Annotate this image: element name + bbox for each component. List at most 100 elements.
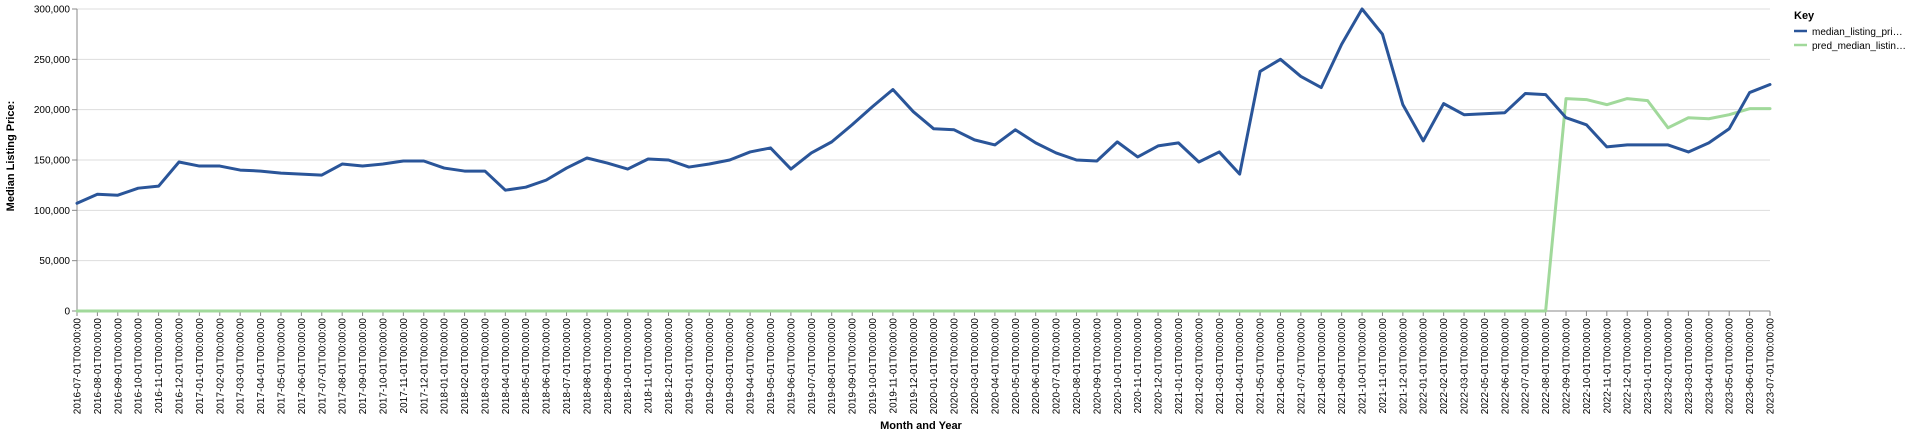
x-tick-label: 2022-09-01T00:00:00 <box>1562 318 1573 415</box>
x-tick-label: 2018-06-01T00:00:00 <box>542 318 553 415</box>
x-tick-label: 2021-04-01T00:00:00 <box>1235 318 1246 415</box>
x-tick-label: 2018-07-01T00:00:00 <box>562 318 573 415</box>
x-tick-label: 2021-11-01T00:00:00 <box>1378 318 1389 414</box>
x-tick-label: 2020-04-01T00:00:00 <box>990 318 1001 415</box>
x-tick-label: 2020-11-01T00:00:00 <box>1133 318 1144 414</box>
x-tick-label: 2019-05-01T00:00:00 <box>766 318 777 415</box>
x-tick-label: 2021-09-01T00:00:00 <box>1337 318 1348 415</box>
x-tick-label: 2021-12-01T00:00:00 <box>1398 318 1409 415</box>
x-tick-label: 2016-07-01T00:00:00 <box>73 318 84 415</box>
x-tick-label: 2019-10-01T00:00:00 <box>868 318 879 415</box>
x-tick-label: 2020-03-01T00:00:00 <box>970 318 981 415</box>
x-tick-label: 2016-12-01T00:00:00 <box>174 318 185 415</box>
x-tick-label: 2023-06-01T00:00:00 <box>1745 318 1756 415</box>
y-tick-label: 150,000 <box>34 156 71 167</box>
x-tick-label: 2021-08-01T00:00:00 <box>1317 318 1328 415</box>
x-tick-label: 2020-07-01T00:00:00 <box>1052 318 1063 415</box>
x-tick-label: 2017-07-01T00:00:00 <box>317 318 328 415</box>
x-tick-label: 2022-02-01T00:00:00 <box>1439 318 1450 415</box>
x-tick-label: 2021-07-01T00:00:00 <box>1296 318 1307 415</box>
x-tick-label: 2019-08-01T00:00:00 <box>827 318 838 415</box>
x-tick-label: 2019-04-01T00:00:00 <box>746 318 757 415</box>
y-axis: 0 50,000 100,000 150,000 200,000 250,000 300,0… <box>34 5 78 318</box>
x-tick-label: 2021-05-01T00:00:00 <box>1256 318 1267 415</box>
x-axis: 2016-07-01T00:00:00 2016-08-01T00:00:00 20… <box>73 310 1777 415</box>
x-tick-label: 2018-03-01T00:00:00 <box>480 318 491 415</box>
x-tick-label: 2020-05-01T00:00:00 <box>1011 318 1022 415</box>
x-tick-label: 2019-06-01T00:00:00 <box>786 318 797 415</box>
x-tick-label: 2016-11-01T00:00:00 <box>154 318 165 414</box>
x-tick-label: 2017-01-01T00:00:00 <box>195 318 206 415</box>
x-tick-label: 2018-05-01T00:00:00 <box>521 318 532 415</box>
x-tick-label: 2017-09-01T00:00:00 <box>358 318 369 415</box>
x-tick-label: 2018-12-01T00:00:00 <box>664 318 675 415</box>
y-tick-label: 100,000 <box>34 206 71 217</box>
x-tick-label: 2023-03-01T00:00:00 <box>1684 318 1695 415</box>
x-tick-label: 2020-12-01T00:00:00 <box>1154 318 1165 415</box>
x-tick-label: 2022-01-01T00:00:00 <box>1419 318 1430 415</box>
x-tick-label: 2017-10-01T00:00:00 <box>378 318 389 415</box>
x-tick-label: 2016-08-01T00:00:00 <box>93 318 104 415</box>
x-tick-label: 2019-12-01T00:00:00 <box>909 318 920 415</box>
x-tick-label: 2021-01-01T00:00:00 <box>1174 318 1185 415</box>
x-tick-label: 2020-02-01T00:00:00 <box>950 318 961 415</box>
x-tick-label: 2020-06-01T00:00:00 <box>1031 318 1042 415</box>
x-tick-label: 2021-02-01T00:00:00 <box>1194 318 1205 415</box>
x-tick-label: 2022-12-01T00:00:00 <box>1623 318 1634 415</box>
x-tick-label: 2023-04-01T00:00:00 <box>1704 318 1715 415</box>
x-tick-label: 2022-05-01T00:00:00 <box>1480 318 1491 415</box>
legend: Key median_listing_pri… pred_median_list… <box>1794 10 1906 52</box>
x-tick-label: 2022-08-01T00:00:00 <box>1541 318 1552 415</box>
x-tick-label: 2019-09-01T00:00:00 <box>848 318 859 415</box>
x-tick-label: 2023-02-01T00:00:00 <box>1664 318 1675 415</box>
x-tick-label: 2017-08-01T00:00:00 <box>338 318 349 415</box>
x-tick-label: 2023-01-01T00:00:00 <box>1643 318 1654 415</box>
x-tick-label: 2018-08-01T00:00:00 <box>582 318 593 415</box>
y-tick-label: 0 <box>64 307 70 318</box>
y-tick-label: 50,000 <box>39 256 70 267</box>
y-axis-title: Median Listing Price: <box>5 101 17 212</box>
y-tick-label: 300,000 <box>34 5 71 16</box>
x-tick-label: 2022-03-01T00:00:00 <box>1460 318 1471 415</box>
legend-label-pred-median-listing-price[interactable]: pred_median_listin… <box>1812 41 1906 52</box>
x-tick-label: 2020-01-01T00:00:00 <box>929 318 940 415</box>
x-tick-label: 2019-01-01T00:00:00 <box>684 318 695 415</box>
x-tick-label: 2017-06-01T00:00:00 <box>297 318 308 415</box>
series-line-median-listing-price <box>75 7 1772 205</box>
legend-label-median-listing-price[interactable]: median_listing_pri… <box>1812 27 1903 38</box>
x-tick-label: 2017-05-01T00:00:00 <box>276 318 287 415</box>
x-tick-label: 2019-03-01T00:00:00 <box>725 318 736 415</box>
x-axis-title: Month and Year <box>880 420 962 432</box>
legend-title: Key <box>1794 10 1815 22</box>
x-tick-label: 2018-09-01T00:00:00 <box>603 318 614 415</box>
x-tick-label: 2019-02-01T00:00:00 <box>705 318 716 415</box>
x-tick-label: 2019-07-01T00:00:00 <box>807 318 818 415</box>
y-tick-label: 250,000 <box>34 55 71 66</box>
x-tick-label: 2023-07-01T00:00:00 <box>1766 318 1777 415</box>
series-line-pred-median-listing-price <box>75 97 1772 313</box>
x-tick-label: 2017-02-01T00:00:00 <box>215 318 226 415</box>
x-tick-label: 2017-12-01T00:00:00 <box>419 318 430 415</box>
x-tick-label: 2020-09-01T00:00:00 <box>1092 318 1103 415</box>
x-tick-label: 2021-06-01T00:00:00 <box>1276 318 1287 415</box>
x-tick-label: 2022-07-01T00:00:00 <box>1521 318 1532 415</box>
x-tick-label: 2020-08-01T00:00:00 <box>1072 318 1083 415</box>
x-tick-label: 2020-10-01T00:00:00 <box>1113 318 1124 415</box>
x-tick-label: 2018-11-01T00:00:00 <box>644 318 655 414</box>
x-tick-label: 2022-10-01T00:00:00 <box>1582 318 1593 415</box>
x-tick-label: 2021-10-01T00:00:00 <box>1358 318 1369 415</box>
x-tick-label: 2021-03-01T00:00:00 <box>1215 318 1226 415</box>
x-tick-label: 2018-10-01T00:00:00 <box>623 318 634 415</box>
x-tick-label: 2017-03-01T00:00:00 <box>236 318 247 415</box>
x-tick-label: 2019-11-01T00:00:00 <box>888 318 899 414</box>
x-tick-label: 2022-06-01T00:00:00 <box>1500 318 1511 415</box>
y-tick-label: 200,000 <box>34 105 71 116</box>
x-tick-label: 2023-05-01T00:00:00 <box>1725 318 1736 415</box>
x-tick-label: 2022-11-01T00:00:00 <box>1602 318 1613 414</box>
grid-lines <box>77 8 1770 312</box>
x-tick-label: 2018-01-01T00:00:00 <box>440 318 451 415</box>
x-tick-label: 2017-04-01T00:00:00 <box>256 318 267 415</box>
x-tick-label: 2016-09-01T00:00:00 <box>113 318 124 415</box>
x-tick-label: 2016-10-01T00:00:00 <box>134 318 145 415</box>
